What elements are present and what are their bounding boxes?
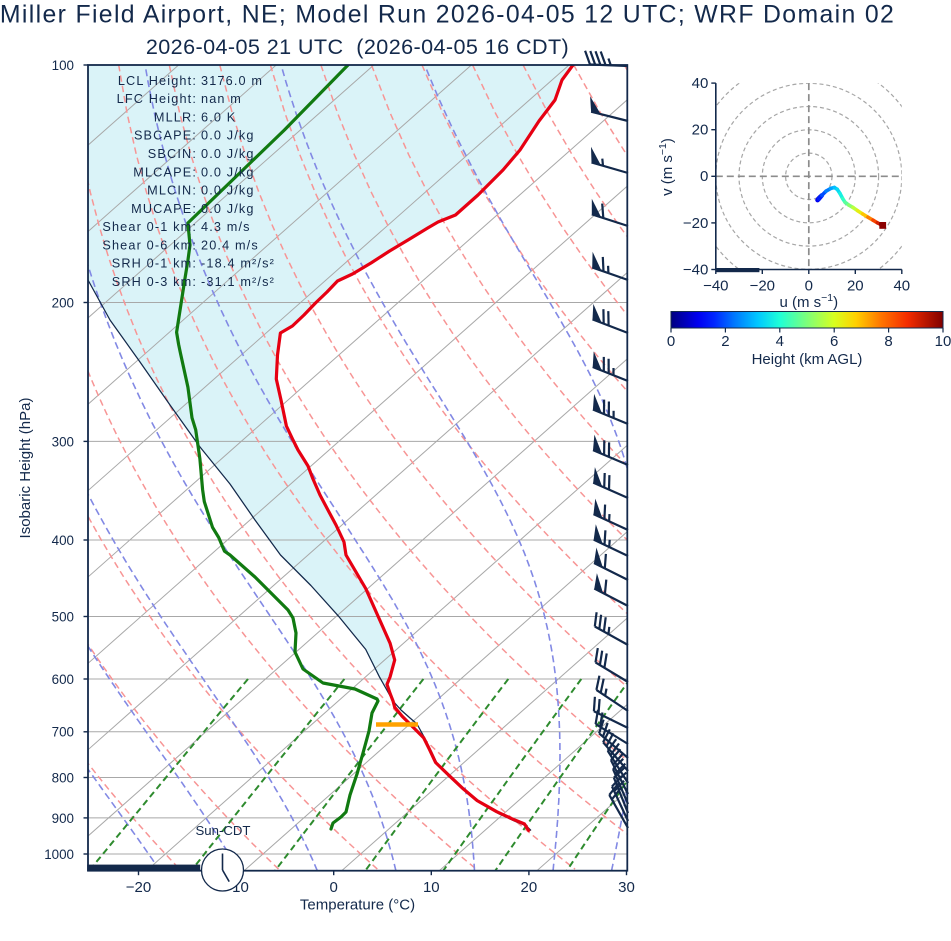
svg-text:SRH 0-3 km:: SRH 0-3 km:: [112, 275, 197, 289]
svg-text:200: 200: [52, 295, 74, 310]
svg-text:4.3 m/s: 4.3 m/s: [201, 220, 251, 234]
svg-text:500: 500: [52, 609, 74, 624]
svg-text:30: 30: [618, 879, 635, 896]
svg-text:40: 40: [893, 278, 910, 295]
svg-text:MLCAPE:: MLCAPE:: [133, 165, 197, 179]
svg-text:LCL Height:: LCL Height:: [118, 74, 197, 88]
svg-text:600: 600: [52, 672, 74, 687]
svg-text:0.0 J/kg: 0.0 J/kg: [201, 147, 255, 161]
svg-text:Shear 0-6 km:: Shear 0-6 km:: [102, 238, 197, 252]
svg-text:0: 0: [700, 168, 708, 185]
svg-text:10: 10: [423, 879, 440, 896]
svg-text:20: 20: [692, 122, 709, 139]
svg-text:−40: −40: [683, 261, 708, 278]
svg-text:0.0 J/kg: 0.0 J/kg: [201, 184, 255, 198]
svg-text:3176.0 m: 3176.0 m: [201, 74, 263, 88]
svg-text:MUCAPE:: MUCAPE:: [131, 202, 197, 216]
svg-text:900: 900: [52, 811, 74, 826]
svg-text:800: 800: [52, 770, 74, 785]
svg-text:-18.4 m²/s²: -18.4 m²/s²: [201, 257, 275, 271]
svg-text:10: 10: [935, 333, 951, 350]
svg-text:SBCIN:: SBCIN:: [148, 147, 197, 161]
svg-text:6: 6: [830, 333, 838, 350]
svg-text:−40: −40: [703, 278, 728, 295]
svg-text:4: 4: [776, 333, 784, 350]
svg-text:20.4 m/s: 20.4 m/s: [201, 238, 259, 252]
svg-text:700: 700: [52, 725, 74, 740]
svg-text:0.0 J/kg: 0.0 J/kg: [201, 202, 255, 216]
svg-text:0.0 J/kg: 0.0 J/kg: [201, 165, 255, 179]
svg-text:0: 0: [805, 278, 813, 295]
svg-text:20: 20: [847, 278, 864, 295]
svg-text:2: 2: [721, 333, 729, 350]
svg-text:Height (km AGL): Height (km AGL): [752, 351, 863, 368]
svg-text:Isobaric Height (hPa): Isobaric Height (hPa): [17, 398, 34, 539]
svg-text:SBCAPE:: SBCAPE:: [134, 129, 197, 143]
svg-text:2026-04-05 21 UTC (2026-04-05: 2026-04-05 21 UTC (2026-04-05 16 CDT): [146, 34, 569, 59]
svg-text:0: 0: [667, 333, 675, 350]
svg-text:−20: −20: [126, 879, 151, 896]
svg-text:nan m: nan m: [201, 92, 242, 106]
svg-text:300: 300: [52, 434, 74, 449]
svg-text:0: 0: [330, 879, 338, 896]
svg-text:MLLR:: MLLR:: [154, 111, 197, 125]
svg-text:SRH 0-1 km:: SRH 0-1 km:: [112, 257, 197, 271]
svg-text:Temperature (°C): Temperature (°C): [300, 897, 415, 914]
svg-text:1000: 1000: [44, 847, 74, 862]
svg-text:MLCIN:: MLCIN:: [147, 184, 197, 198]
svg-text:20: 20: [521, 879, 538, 896]
svg-text:400: 400: [52, 533, 74, 548]
svg-text:0.0 J/kg: 0.0 J/kg: [201, 129, 255, 143]
svg-text:−20: −20: [750, 278, 775, 295]
svg-text:8: 8: [884, 333, 892, 350]
svg-text:LFC Height:: LFC Height:: [117, 92, 197, 106]
svg-text:40: 40: [692, 75, 709, 92]
svg-text:Sun-CDT: Sun-CDT: [196, 823, 251, 838]
svg-text:Miller Field Airport, NE; Mode: Miller Field Airport, NE; Model Run 2026…: [0, 1, 895, 28]
svg-text:Shear 0-1 km:: Shear 0-1 km:: [102, 220, 197, 234]
svg-text:6.0 K: 6.0 K: [201, 111, 236, 125]
svg-text:-31.1 m²/s²: -31.1 m²/s²: [201, 275, 275, 289]
svg-text:−20: −20: [683, 215, 708, 232]
svg-text:100: 100: [52, 58, 74, 73]
